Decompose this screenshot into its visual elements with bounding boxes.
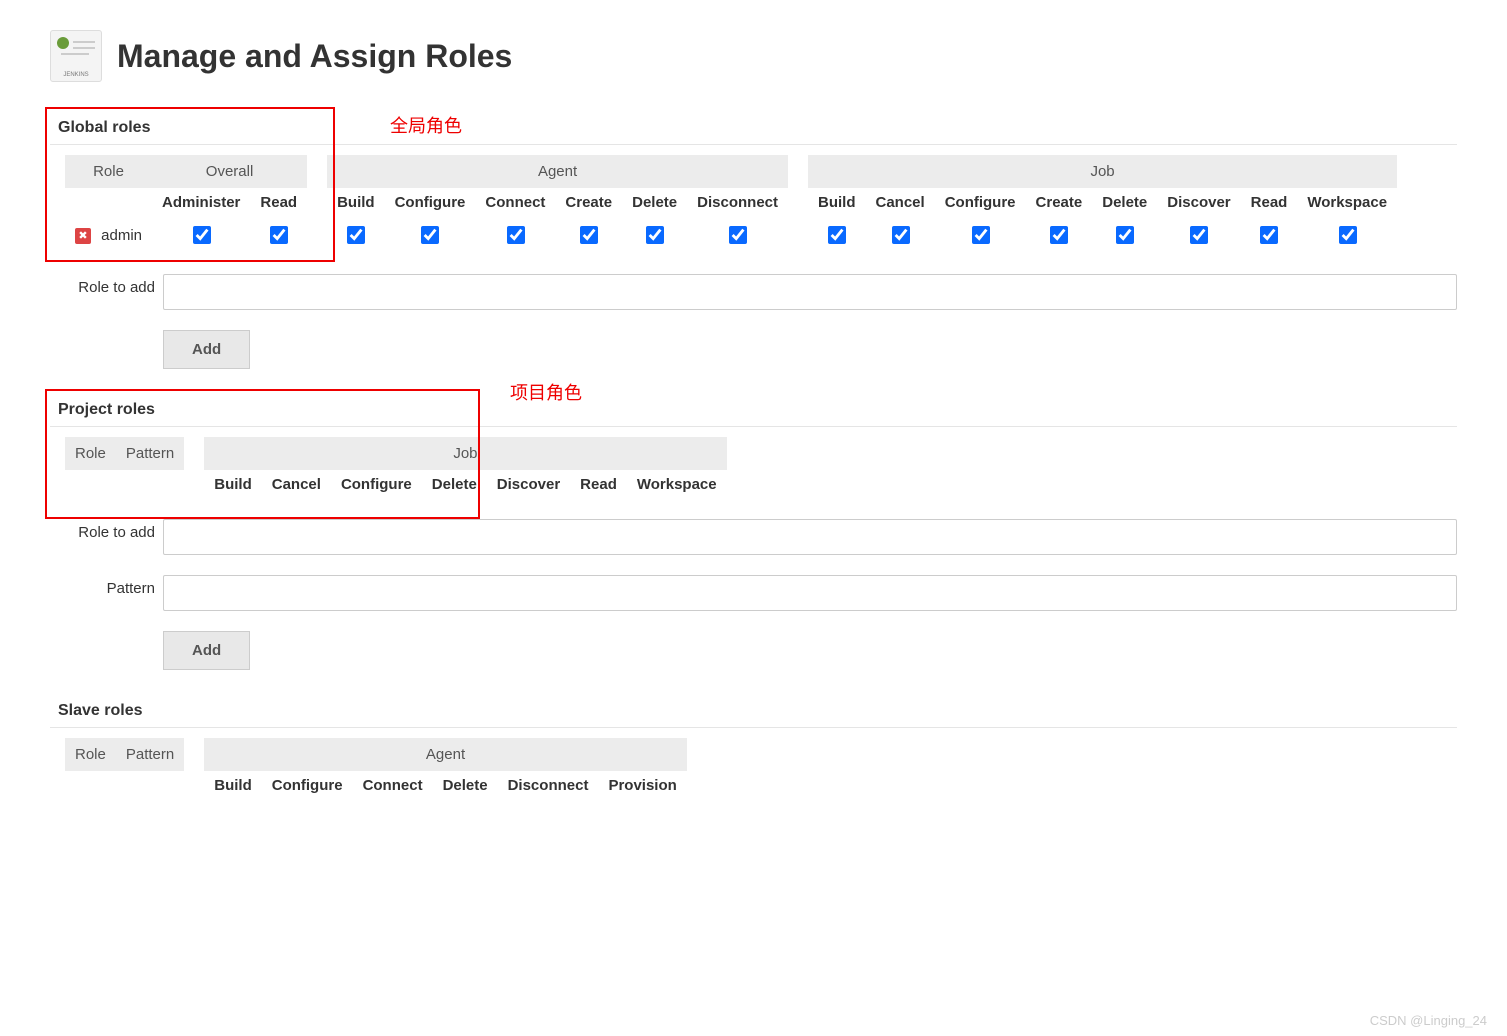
sub-administer: Administer [152, 188, 250, 217]
perm-create[interactable] [580, 226, 598, 244]
col-job: Job [808, 155, 1397, 188]
perm-administer[interactable] [193, 226, 211, 244]
perm-job-read[interactable] [1260, 226, 1278, 244]
perm-discover[interactable] [1190, 226, 1208, 244]
perm-configure[interactable] [421, 226, 439, 244]
sub-job-create: Create [1026, 188, 1093, 217]
sub-read: Read [570, 470, 627, 499]
perm-delete[interactable] [646, 226, 664, 244]
project-pattern-input[interactable] [163, 575, 1457, 611]
sub-configure: Configure [385, 188, 476, 217]
col-job: Job [204, 437, 726, 470]
role-name: admin [101, 227, 142, 244]
col-role: Role [65, 738, 116, 771]
sub-connect: Connect [353, 771, 433, 800]
annotation-project: 项目角色 [510, 379, 582, 405]
sub-provision: Provision [598, 771, 686, 800]
sub-connect: Connect [475, 188, 555, 217]
perm-cancel[interactable] [892, 226, 910, 244]
sub-cancel: Cancel [262, 470, 331, 499]
watermark: CSDN @Linging_24 [1370, 1013, 1487, 1028]
perm-job-build[interactable] [828, 226, 846, 244]
sub-disconnect: Disconnect [687, 188, 788, 217]
table-row: ✖ admin [65, 217, 1397, 254]
sub-agent-build: Build [327, 188, 385, 217]
project-role-to-add-input[interactable] [163, 519, 1457, 555]
perm-job-create[interactable] [1050, 226, 1068, 244]
col-agent: Agent [327, 155, 788, 188]
col-role: Role [65, 155, 152, 188]
sub-discover: Discover [487, 470, 570, 499]
sub-read: Read [250, 188, 307, 217]
slave-roles-title: Slave roles [50, 695, 1457, 728]
slave-roles-table: Role Pattern Agent Build Configure Conne… [65, 738, 687, 800]
perm-agent-build[interactable] [347, 226, 365, 244]
col-role: Role [65, 437, 116, 470]
col-pattern: Pattern [116, 437, 184, 470]
sub-workspace: Workspace [1297, 188, 1397, 217]
sub-discover: Discover [1157, 188, 1240, 217]
global-add-button[interactable]: Add [163, 330, 250, 369]
sub-delete: Delete [622, 188, 687, 217]
global-roles-title: Global roles [50, 112, 1457, 145]
sub-cancel: Cancel [866, 188, 935, 217]
sub-job-build: Build [808, 188, 866, 217]
sub-disconnect: Disconnect [498, 771, 599, 800]
project-pattern-row: Pattern [65, 575, 1457, 611]
role-to-add-label: Role to add [65, 519, 155, 541]
sub-workspace: Workspace [627, 470, 727, 499]
col-agent: Agent [204, 738, 687, 771]
project-roles-table: Role Pattern Job Build Cancel Configure … [65, 437, 727, 499]
page-header: JENKINS Manage and Assign Roles [50, 30, 1457, 82]
col-overall: Overall [152, 155, 307, 188]
role-to-add-label: Role to add [65, 274, 155, 296]
page-title: Manage and Assign Roles [117, 38, 512, 75]
perm-job-delete[interactable] [1116, 226, 1134, 244]
sub-configure: Configure [262, 771, 353, 800]
perm-read[interactable] [270, 226, 288, 244]
sub-delete: Delete [422, 470, 487, 499]
perm-disconnect[interactable] [729, 226, 747, 244]
delete-role-icon[interactable]: ✖ [75, 228, 91, 244]
sub-delete: Delete [433, 771, 498, 800]
sub-build: Build [204, 771, 262, 800]
sub-build: Build [204, 470, 262, 499]
sub-job-delete: Delete [1092, 188, 1157, 217]
pattern-label: Pattern [65, 575, 155, 597]
perm-job-configure[interactable] [972, 226, 990, 244]
project-role-add-row: Role to add [65, 519, 1457, 555]
project-add-button[interactable]: Add [163, 631, 250, 670]
sub-create: Create [555, 188, 622, 217]
sub-job-read: Read [1241, 188, 1298, 217]
sub-job-configure: Configure [935, 188, 1026, 217]
perm-workspace[interactable] [1339, 226, 1357, 244]
roles-icon: JENKINS [50, 30, 102, 82]
project-roles-section: 项目角色 Project roles Role Pattern Job Buil… [50, 394, 1457, 670]
global-roles-table: Role Overall Agent Job Administer Read B… [65, 155, 1397, 254]
slave-roles-section: Slave roles Role Pattern Agent Build Con… [50, 695, 1457, 800]
project-roles-title: Project roles [50, 394, 1457, 427]
global-role-to-add-input[interactable] [163, 274, 1457, 310]
col-pattern: Pattern [116, 738, 184, 771]
global-roles-section: 全局角色 Global roles Role Overall Agent Job… [50, 112, 1457, 369]
annotation-global: 全局角色 [390, 112, 462, 138]
global-role-add-row: Role to add [65, 274, 1457, 310]
perm-connect[interactable] [507, 226, 525, 244]
sub-configure: Configure [331, 470, 422, 499]
